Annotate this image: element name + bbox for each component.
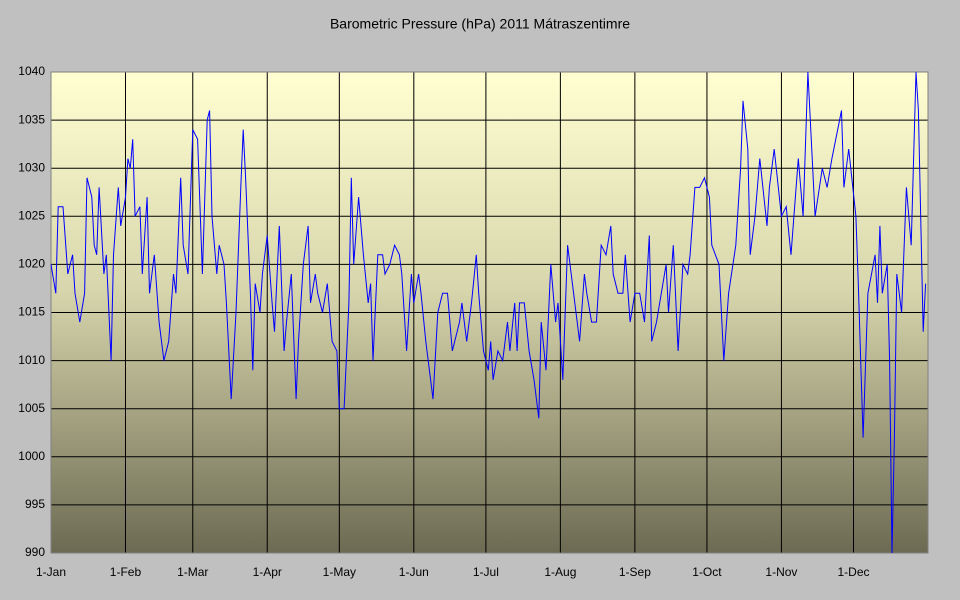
x-tick-label: 1-Apr [253, 565, 282, 579]
y-tick-label: 1005 [18, 401, 45, 415]
x-tick-label: 1-Mar [177, 565, 208, 579]
chart-title: Barometric Pressure (hPa) 2011 Mátraszen… [330, 16, 630, 32]
y-tick-label: 990 [25, 545, 45, 559]
x-tick-label: 1-Sep [619, 565, 651, 579]
x-tick-label: 1-Jan [36, 565, 66, 579]
x-tick-label: 1-Aug [544, 565, 576, 579]
y-tick-label: 1010 [18, 353, 45, 367]
y-tick-label: 1025 [18, 208, 45, 222]
y-tick-label: 1020 [18, 257, 45, 271]
y-tick-label: 1015 [18, 305, 45, 319]
y-tick-label: 995 [25, 497, 45, 511]
data-line [50, 71, 927, 554]
y-tick-label: 1035 [18, 112, 45, 126]
plot-border [50, 71, 929, 554]
x-tick-label: 1-Feb [110, 565, 142, 579]
y-tick-label: 1000 [18, 449, 45, 463]
x-tick-label: 1-Dec [838, 565, 870, 579]
x-tick-label: 1-Oct [692, 565, 722, 579]
y-tick-label: 1030 [18, 160, 45, 174]
x-tick-label: 1-Jul [473, 565, 499, 579]
x-tick-label: 1-May [323, 565, 356, 579]
y-tick-label: 1040 [18, 64, 45, 78]
x-tick-label: 1-Nov [765, 565, 797, 579]
x-tick-label: 1-Jun [399, 565, 429, 579]
